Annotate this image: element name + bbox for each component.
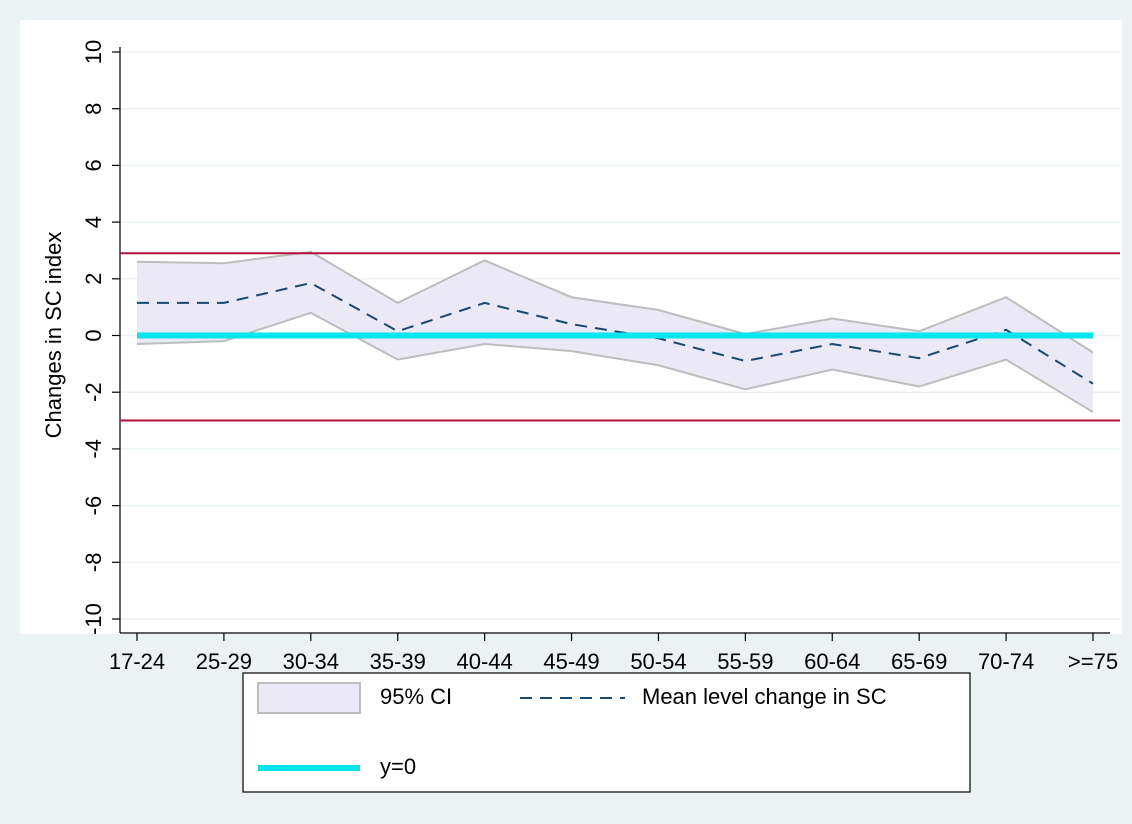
y-tick-label: 0: [81, 329, 106, 341]
y-axis-label: Changes in SC index: [41, 232, 66, 439]
y-tick-label: -8: [81, 553, 106, 573]
y-tick-label: -2: [81, 382, 106, 402]
x-tick-label: 40-44: [456, 649, 512, 674]
x-tick-label: 50-54: [630, 649, 686, 674]
x-tick-label: 25-29: [196, 649, 252, 674]
ci-lower: [136, 311, 1094, 413]
legend: [242, 672, 971, 793]
mean-line: [137, 281, 1094, 385]
y-tick-label: 2: [81, 273, 106, 285]
x-tick-label: 60-64: [804, 649, 860, 674]
y-tick-label: -10: [81, 603, 106, 635]
legend-label: y=0: [380, 754, 416, 779]
y-tick-label: -4: [81, 439, 106, 459]
x-tick-label: 65-69: [891, 649, 947, 674]
y-tick-label: 6: [81, 159, 106, 171]
x-tick-label: >=75: [1068, 649, 1118, 674]
legend-label: Mean level change in SC: [642, 684, 887, 709]
y-tick-label: 8: [81, 103, 106, 115]
x-tick-label: 30-34: [283, 649, 339, 674]
y-tick-label: 10: [81, 40, 106, 64]
x-tick-label: 17-24: [109, 649, 165, 674]
legend-swatch: [257, 682, 361, 714]
x-tick-label: 70-74: [978, 649, 1034, 674]
y-tick-label: -6: [81, 496, 106, 516]
y-tick-label: 4: [81, 216, 106, 228]
legend-label: 95% CI: [380, 684, 452, 709]
x-tick-label: 35-39: [370, 649, 426, 674]
x-tick-label: 45-49: [543, 649, 599, 674]
x-tick-label: 55-59: [717, 649, 773, 674]
